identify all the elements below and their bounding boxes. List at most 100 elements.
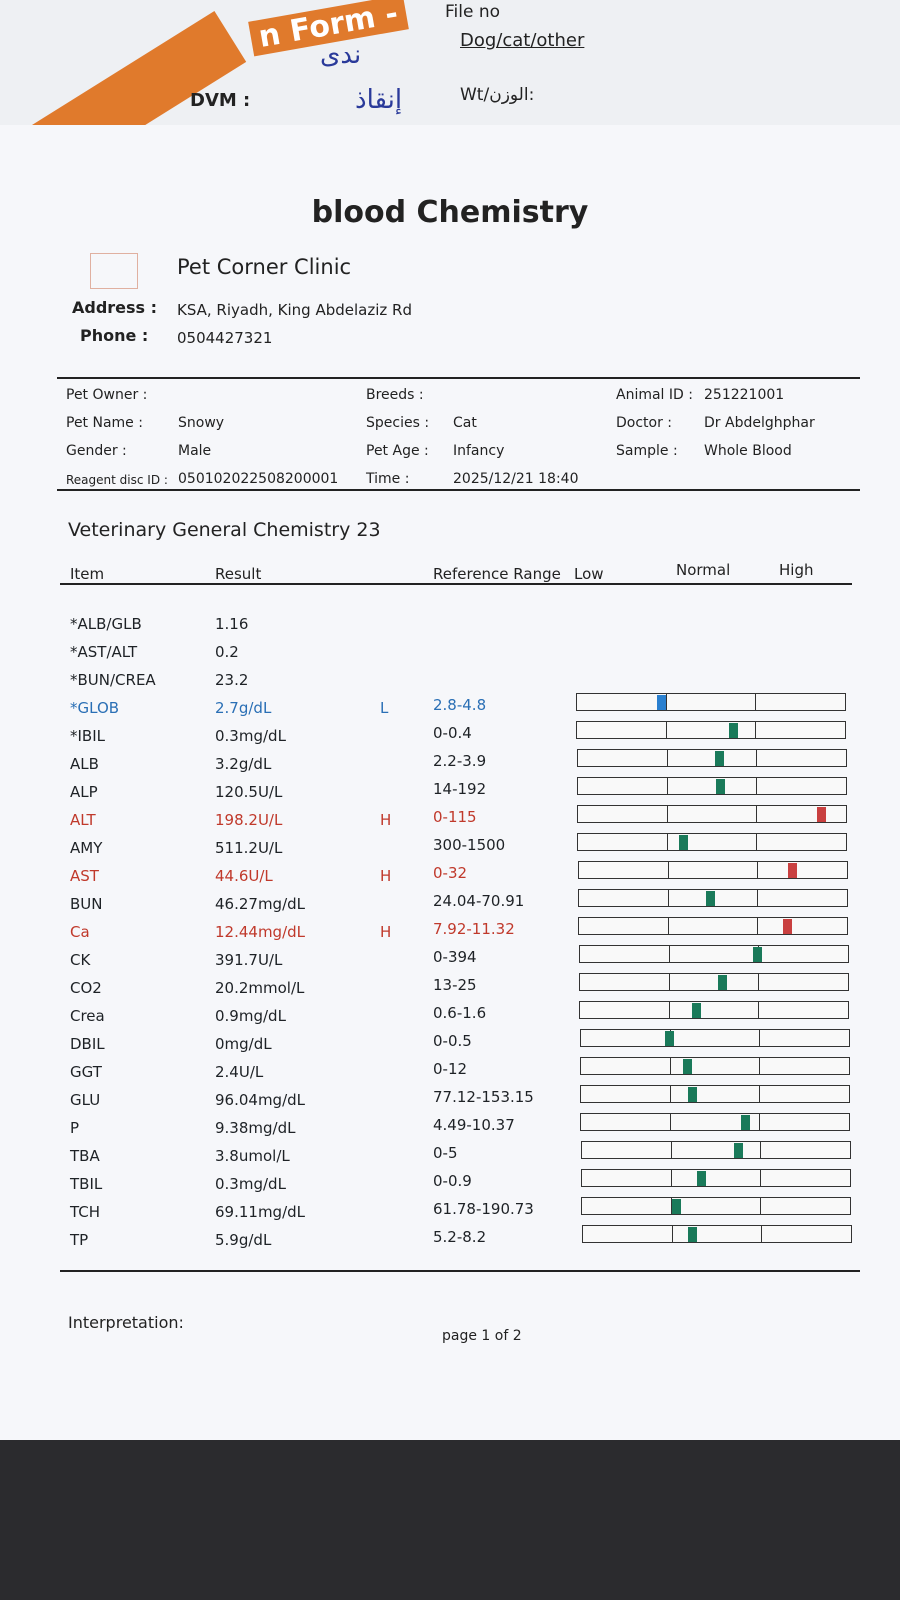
bar-divider (670, 1086, 672, 1102)
info-label: Pet Age : (366, 443, 429, 459)
result: 0.9mg/dL (215, 1007, 286, 1025)
result-marker (706, 891, 716, 906)
bar-divider (667, 834, 669, 850)
dvm: DVM : (190, 90, 251, 111)
info-value: 251221001 (704, 387, 785, 403)
result: 9.38mg/dL (215, 1119, 296, 1137)
info-label: Gender : (66, 443, 127, 459)
address: KSA, Riyadh, King Abdelaziz Rd (177, 301, 412, 319)
column-header: Normal (676, 561, 731, 579)
bar-divider (760, 1226, 762, 1242)
bar-divider (759, 1086, 761, 1102)
item: AMY (70, 839, 103, 857)
bar-divider (666, 750, 668, 766)
result: 0mg/dL (215, 1035, 272, 1053)
label: Phone : (80, 326, 149, 345)
result-marker (729, 723, 739, 738)
result-marker (714, 751, 724, 766)
bar-divider (671, 1226, 673, 1242)
info-label: Animal ID : (616, 387, 693, 403)
reference-range: 0-5 (433, 1144, 458, 1162)
bar-divider (667, 862, 669, 878)
clinic-name: Pet Corner Clinic (177, 255, 352, 279)
result: 46.27mg/dL (215, 895, 306, 913)
item: AST (70, 867, 99, 885)
flag: H (380, 867, 392, 885)
bar-divider (670, 1142, 672, 1158)
phone: 0504427321 (177, 329, 273, 347)
bar-divider (757, 974, 759, 990)
range-bar (575, 693, 846, 711)
column-header: Low (574, 565, 604, 583)
info-label: Doctor : (616, 415, 673, 431)
rule (60, 583, 852, 585)
item: *GLOB (70, 699, 120, 717)
bar-divider (669, 1058, 671, 1074)
range-bar (578, 945, 849, 963)
item: TCH (70, 1203, 101, 1221)
reference-range: 0-0.5 (433, 1032, 472, 1050)
result: 12.44mg/dL (215, 923, 306, 941)
bar-divider (760, 1170, 761, 1186)
bar-divider (671, 1170, 672, 1186)
rule (57, 377, 860, 379)
range-bar (577, 833, 848, 851)
bar-divider (755, 750, 757, 766)
range-bar (576, 721, 847, 739)
bar-divider (758, 1002, 760, 1018)
info-value: Cat (453, 415, 477, 431)
result-marker (753, 947, 763, 962)
bar-divider (758, 1030, 760, 1046)
reference-range: 0-115 (433, 808, 477, 826)
rule (60, 1270, 860, 1272)
item: BUN (70, 895, 103, 913)
range-bar (581, 1169, 851, 1187)
result: 69.11mg/dL (215, 1203, 306, 1221)
reference-range: 300-1500 (433, 836, 506, 854)
range-bar (581, 1197, 852, 1215)
result-marker (716, 779, 726, 794)
result: 5.9g/dL (215, 1231, 272, 1249)
reference-range: 2.8-4.8 (433, 696, 487, 714)
range-bar (581, 1225, 852, 1243)
result: 3.2g/dL (215, 755, 272, 773)
range-bar (579, 1057, 850, 1075)
bar-divider (665, 694, 667, 710)
bar-divider (755, 778, 757, 794)
result-marker (782, 919, 792, 934)
reference-range: 7.92-11.32 (433, 920, 515, 938)
item: GLU (70, 1091, 101, 1109)
bar-divider (756, 806, 758, 822)
item: Crea (70, 1007, 105, 1025)
file-no: File no (445, 2, 501, 22)
flag: H (380, 923, 392, 941)
column-header: High (779, 561, 814, 579)
item: *ALB/GLB (70, 615, 142, 633)
result-marker (788, 863, 798, 878)
bar-divider (668, 974, 670, 990)
reference-range: 24.04-70.91 (433, 892, 525, 910)
info-label: Reagent disc ID : (66, 473, 168, 487)
item: *IBIL (70, 727, 105, 745)
reference-range: 4.49-10.37 (433, 1116, 515, 1134)
species-options: Dog/cat/other (460, 30, 585, 51)
result: 2.4U/L (215, 1063, 264, 1081)
result-marker (740, 1115, 750, 1130)
reference-range: 0-0.4 (433, 724, 472, 742)
bar-divider (666, 778, 668, 794)
item: ALT (70, 811, 96, 829)
section-title: Veterinary General Chemistry 23 (68, 519, 381, 541)
range-bar (579, 1001, 850, 1019)
column-header: Result (215, 565, 262, 583)
item: P (70, 1119, 80, 1137)
logo (90, 253, 138, 289)
result: 198.2U/L (215, 811, 283, 829)
range-bar (577, 805, 848, 823)
reference-range: 0-12 (433, 1060, 468, 1078)
bar-divider (667, 806, 669, 822)
result: 44.6U/L (215, 867, 273, 885)
reference-range: 77.12-153.15 (433, 1088, 534, 1106)
item: Ca (70, 923, 90, 941)
range-bar (576, 749, 847, 767)
result: 20.2mmol/L (215, 979, 305, 997)
